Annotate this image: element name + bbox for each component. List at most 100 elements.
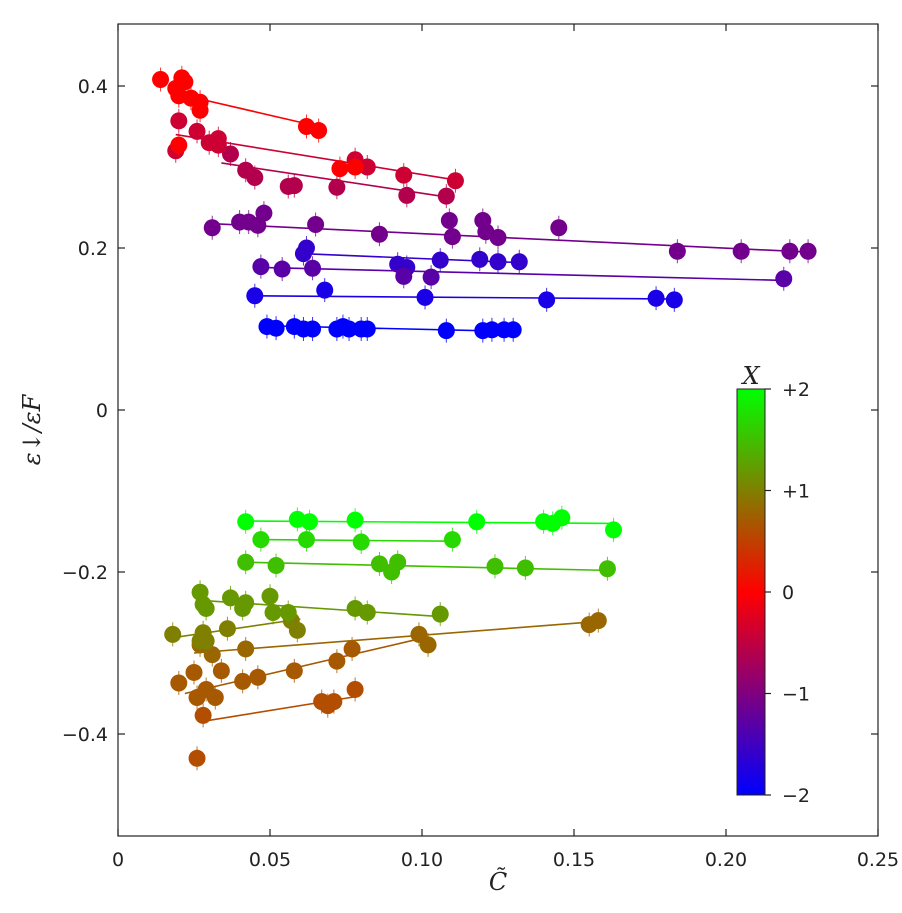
data-point (194, 706, 212, 724)
data-point (483, 321, 501, 339)
data-point (328, 652, 346, 670)
data-point (197, 599, 215, 617)
data-point (443, 531, 461, 549)
colorbar-tick-label: −1 (782, 684, 810, 706)
data-point (589, 612, 607, 630)
data-point (799, 242, 817, 260)
x-tick-label: 0.25 (857, 849, 899, 871)
data-point (267, 319, 285, 337)
data-point (352, 533, 370, 551)
series-group (191, 580, 449, 627)
colorbar: +2 +1 0 −1 −2 X (736, 362, 810, 807)
data-point (486, 557, 504, 575)
data-point (419, 636, 437, 654)
data-point (422, 268, 440, 286)
data-point (264, 604, 282, 621)
data-point (203, 646, 221, 664)
y-tick-label: 0 (96, 400, 108, 422)
colorbar-tick-label: +2 (782, 379, 810, 401)
data-point (285, 177, 303, 195)
data-point (301, 513, 319, 531)
data-point (358, 320, 376, 338)
colorbar-gradient (736, 388, 766, 796)
data-point (221, 145, 239, 163)
data-point (443, 228, 461, 246)
data-point (437, 187, 455, 205)
series-group (258, 314, 522, 343)
data-point (246, 169, 264, 187)
fit-line (184, 636, 429, 695)
data-point (170, 136, 188, 154)
series-group (152, 65, 364, 181)
data-point (328, 178, 346, 196)
data-point (191, 93, 209, 111)
series-group (252, 254, 793, 291)
data-point (358, 158, 376, 176)
data-point (665, 291, 683, 309)
data-point (188, 122, 206, 140)
data-point (343, 640, 361, 658)
data-point (221, 589, 239, 607)
series-group (170, 636, 429, 710)
colorbar-label: X (740, 362, 760, 390)
series-group (203, 201, 817, 264)
colorbar-tick-label: +1 (782, 481, 810, 503)
data-point (446, 172, 464, 190)
data-point (288, 621, 306, 639)
data-point (234, 672, 252, 690)
data-point (346, 680, 364, 698)
data-point (273, 260, 291, 278)
data-point (370, 225, 388, 243)
data-point (316, 281, 334, 299)
data-point (209, 130, 227, 148)
data-point (237, 553, 255, 571)
data-point (267, 557, 285, 575)
y-axis: 0.4 0.2 0 −0.2 −0.4 (62, 76, 878, 746)
fit-line (193, 620, 599, 654)
data-point (431, 605, 449, 623)
data-point (304, 320, 322, 338)
y-axis-label: ε↓/εF (18, 393, 46, 465)
fit-line (260, 266, 784, 282)
data-point (297, 239, 315, 257)
data-point (605, 521, 623, 539)
data-point (538, 291, 556, 309)
data-point (249, 668, 267, 686)
x-axis-label: C̃ (489, 868, 507, 896)
data-point (395, 166, 413, 184)
colorbar-tick-label: 0 (782, 582, 794, 604)
data-point (297, 531, 315, 549)
data-point (358, 604, 376, 621)
data-point (553, 509, 571, 527)
data-point (550, 219, 568, 237)
colorbar-tick-label: −2 (782, 785, 810, 807)
data-point (732, 242, 750, 260)
data-point (489, 228, 507, 246)
data-point (170, 112, 188, 130)
data-point (781, 242, 799, 260)
data-point (468, 513, 486, 531)
data-point (188, 749, 206, 767)
series-group (188, 677, 364, 771)
data-point (331, 160, 349, 178)
data-point (325, 693, 343, 711)
x-tick-label: 0.15 (553, 849, 595, 871)
data-point (252, 531, 270, 549)
series-group (246, 278, 683, 312)
data-point (504, 321, 522, 339)
data-point (775, 270, 793, 288)
data-point (516, 559, 534, 577)
data-point (310, 122, 328, 140)
data-point (668, 242, 686, 260)
data-point (370, 555, 388, 573)
data-point (416, 288, 434, 306)
data-point (185, 663, 203, 681)
data-point (237, 640, 255, 658)
data-point (395, 267, 413, 285)
data-point (164, 625, 182, 643)
series-group (164, 608, 306, 653)
data-point (218, 620, 236, 638)
data-point (489, 253, 507, 271)
data-point (170, 674, 188, 692)
series-group (221, 142, 455, 209)
